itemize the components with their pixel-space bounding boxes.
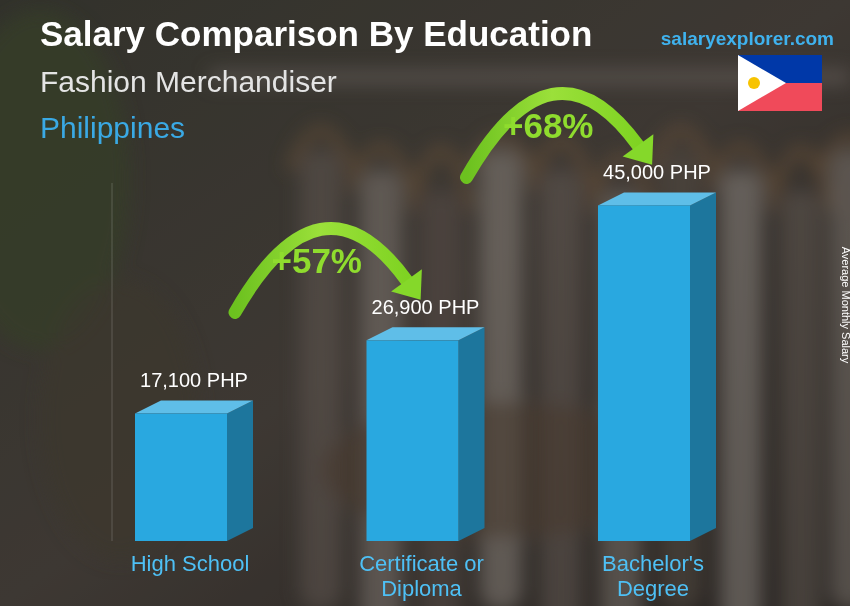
flag-sun xyxy=(748,77,760,89)
bar-top xyxy=(367,327,485,340)
title: Salary Comparison By Education xyxy=(40,14,592,53)
bar-side xyxy=(459,327,485,541)
arrow-head xyxy=(623,134,654,165)
category-label: High School xyxy=(131,551,250,576)
chart-svg: Salary Comparison By Education Fashion Me… xyxy=(0,0,850,606)
y-axis-label: Average Monthly Salary xyxy=(840,247,850,364)
bar xyxy=(135,400,253,541)
bar-front xyxy=(367,340,459,541)
category-label-line: Certificate or xyxy=(359,551,484,576)
category-label-line: Degree xyxy=(617,576,689,601)
flag xyxy=(738,55,822,111)
category-label: Bachelor'sDegree xyxy=(602,551,704,601)
annotation: +57% xyxy=(272,241,363,280)
country: Philippines xyxy=(40,111,185,144)
data-label: 26,900 PHP xyxy=(372,296,480,318)
data-label: 17,100 PHP xyxy=(140,369,248,391)
background-overlay xyxy=(0,0,850,606)
category-label-line: High School xyxy=(131,551,250,576)
bar-front xyxy=(135,413,227,541)
bar-side xyxy=(690,192,716,541)
bar xyxy=(367,327,485,541)
background xyxy=(0,0,850,606)
bars xyxy=(135,192,716,541)
y-axis-line xyxy=(112,183,113,541)
bar-top xyxy=(135,400,253,413)
source: salaryexplorer.com xyxy=(661,28,834,49)
category-label-line: Bachelor's xyxy=(602,551,704,576)
chart-container: Salary Comparison By Education Fashion Me… xyxy=(0,0,850,606)
category-label: Certificate orDiploma xyxy=(359,551,484,601)
bar xyxy=(598,192,716,541)
bar-front xyxy=(598,205,690,541)
flag-white xyxy=(738,55,786,111)
arrow-head xyxy=(391,269,422,300)
category-label-line: Diploma xyxy=(381,576,462,601)
growth-arrow xyxy=(467,93,654,177)
arrow-arc xyxy=(235,228,407,312)
bar-side xyxy=(227,400,253,541)
annotation: +68% xyxy=(503,106,594,145)
data-label: 45,000 PHP xyxy=(603,161,711,183)
arrow-arc xyxy=(467,93,639,177)
bar-top xyxy=(598,192,716,205)
growth-arrow xyxy=(235,228,422,312)
subtitle: Fashion Merchandiser xyxy=(40,65,337,98)
